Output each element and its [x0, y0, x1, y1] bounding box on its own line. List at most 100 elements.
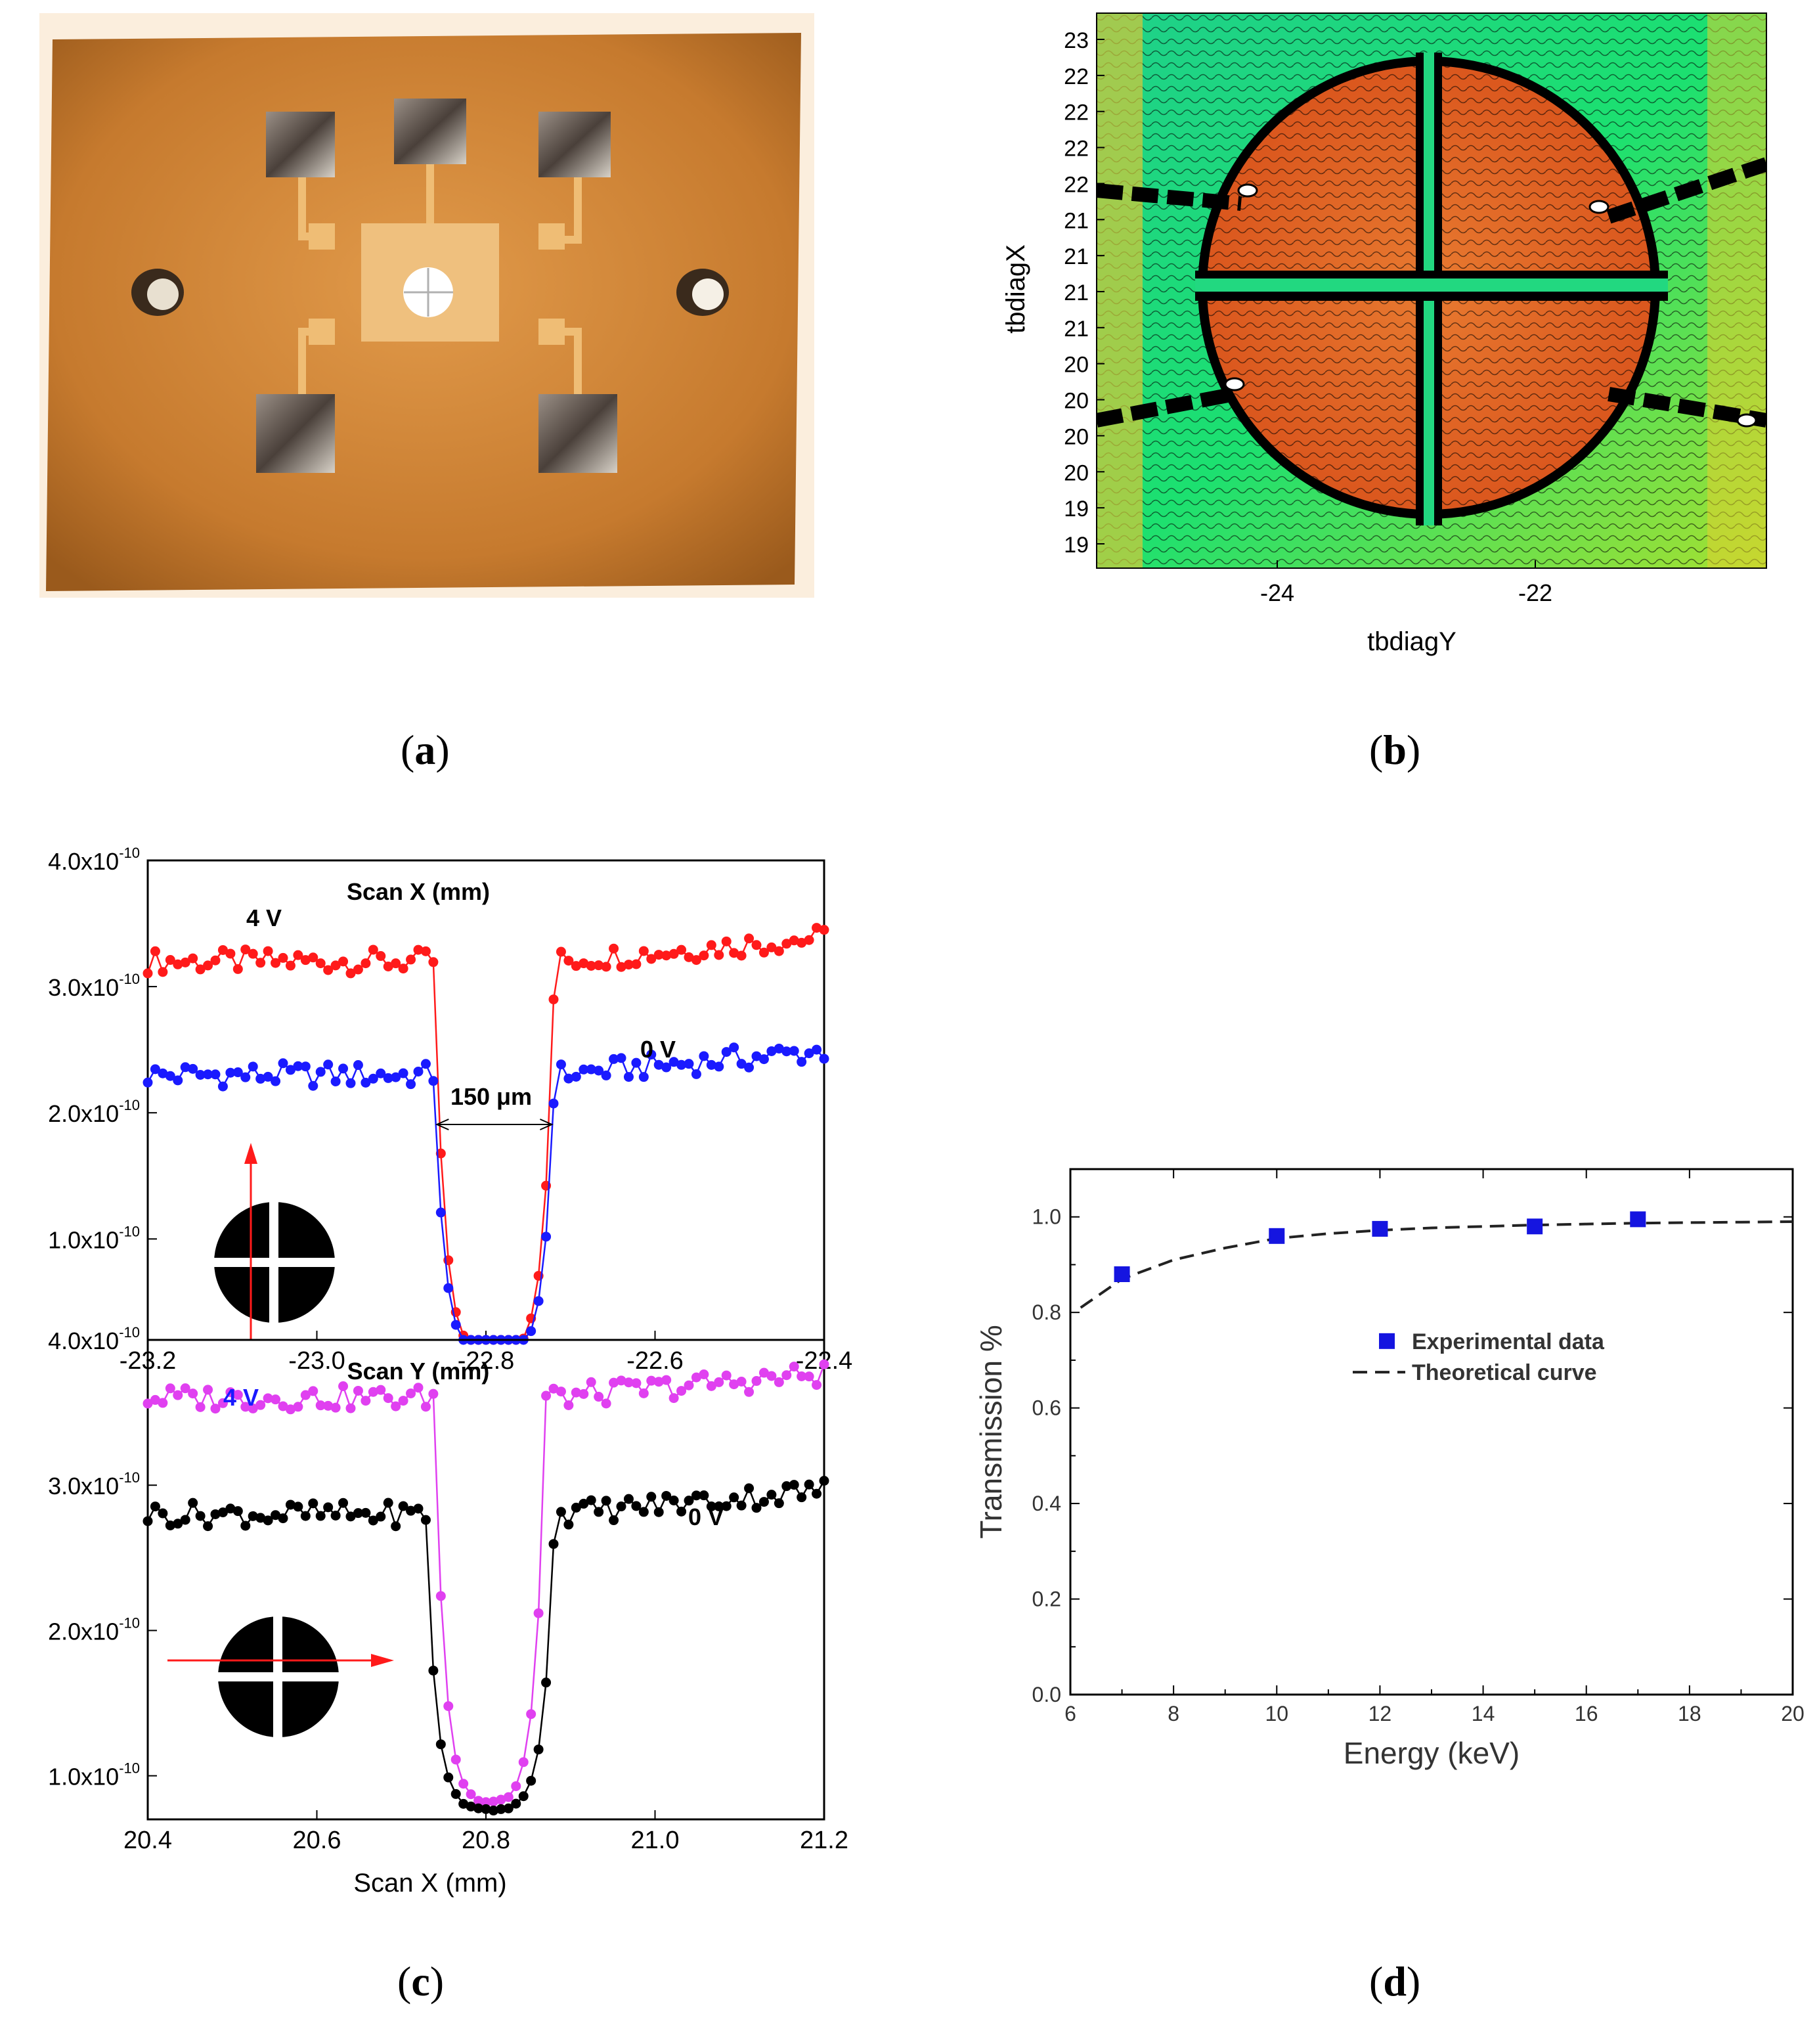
label-gap-width: 150 μm — [450, 1083, 532, 1110]
xtick-label: 6 — [1064, 1702, 1076, 1725]
data-point — [812, 1488, 822, 1499]
data-point — [376, 1385, 386, 1395]
data-point — [232, 1506, 243, 1517]
data-point — [255, 1513, 266, 1523]
solder-pad-1 — [266, 112, 335, 177]
data-point — [729, 1379, 739, 1390]
data-point — [789, 1046, 799, 1056]
experimental-point — [1372, 1220, 1388, 1237]
data-point — [616, 962, 626, 972]
caption-b: (b) — [1369, 726, 1421, 773]
ytick-label: 1.0x10-10 — [48, 1223, 140, 1253]
data-point — [315, 1067, 326, 1077]
data-point — [443, 1283, 454, 1293]
data-point — [616, 1375, 626, 1386]
bond-traces — [1097, 157, 1766, 428]
data-point — [781, 1481, 792, 1492]
data-point — [556, 1059, 566, 1070]
data-point — [248, 1511, 258, 1521]
data-point — [668, 948, 679, 959]
data-point — [473, 1803, 484, 1813]
data-point — [300, 1061, 311, 1072]
data-point — [361, 1396, 371, 1406]
data-point — [420, 1059, 431, 1069]
data-point — [744, 1483, 755, 1494]
data-point — [391, 958, 401, 969]
data-point — [308, 1498, 318, 1509]
data-point — [323, 1502, 334, 1513]
data-point — [323, 1400, 334, 1411]
data-point — [631, 959, 642, 969]
data-point — [533, 1608, 544, 1618]
data-point — [180, 1383, 190, 1394]
data-point — [271, 1510, 281, 1521]
data-point — [631, 1378, 642, 1389]
label-0v: 0 V — [688, 1503, 724, 1530]
data-point — [518, 1757, 529, 1767]
plot-frame — [146, 1339, 825, 1821]
data-point — [158, 1068, 168, 1078]
data-point — [458, 1779, 469, 1789]
data-point — [293, 1501, 303, 1512]
label-4v: 4 V — [223, 1384, 259, 1411]
data-point — [345, 1511, 356, 1522]
xtick-label: 10 — [1265, 1702, 1288, 1725]
data-point — [751, 940, 762, 950]
data-point — [819, 1359, 829, 1369]
b-ytick-label: 22 — [1064, 64, 1089, 89]
data-point — [210, 1404, 221, 1414]
data-point — [526, 1775, 536, 1786]
scan-y-chart: 4.0x10-10 3.0x10-10 2.0x10-10 1.0x10-10 20.4… — [48, 1324, 848, 1898]
data-point — [180, 1062, 190, 1073]
data-point — [240, 1402, 251, 1412]
data-point — [300, 1390, 311, 1400]
data-point — [714, 1501, 724, 1511]
data-point — [496, 1804, 506, 1814]
experimental-point — [1269, 1228, 1285, 1244]
scan-direction-arrow — [167, 1654, 394, 1667]
xtick-label: -23.0 — [288, 1347, 345, 1375]
data-point — [668, 1495, 679, 1505]
data-point — [428, 1665, 439, 1676]
data-point — [330, 960, 341, 971]
data-point — [353, 1385, 363, 1396]
data-point — [721, 1501, 732, 1511]
b-ytick-label: 22 — [1064, 172, 1089, 197]
b-ytick-label: 20 — [1064, 389, 1089, 414]
xtick-label: 14 — [1472, 1702, 1495, 1725]
xtick-label: 20.4 — [123, 1827, 172, 1854]
data-point — [729, 948, 739, 958]
data-point — [714, 1061, 724, 1072]
x-axis-label: Energy (keV) — [1344, 1736, 1520, 1770]
data-point — [376, 951, 386, 962]
data-point — [225, 1387, 236, 1398]
scan-direction-arrow — [244, 1143, 257, 1340]
b-ytick-label: 21 — [1064, 280, 1089, 305]
data-point — [751, 1376, 762, 1387]
data-point — [158, 1508, 168, 1519]
data-point — [736, 950, 747, 961]
legend: Experimental data Theoretical curve — [1353, 1329, 1605, 1385]
xtick-label: 21.2 — [800, 1827, 848, 1854]
data-point — [691, 1069, 701, 1079]
data-point — [368, 1073, 378, 1084]
data-point — [368, 944, 378, 955]
data-point — [736, 1377, 747, 1387]
data-point — [571, 1387, 581, 1398]
data-point — [406, 1505, 416, 1516]
b-ytick-label: 20 — [1064, 424, 1089, 449]
data-point — [631, 1501, 642, 1511]
data-point — [210, 1509, 221, 1519]
gap-arrow — [435, 1119, 554, 1130]
data-point — [774, 946, 784, 956]
data-point — [338, 1381, 349, 1392]
data-point — [579, 1389, 589, 1399]
data-point — [556, 1387, 566, 1397]
data-point — [661, 1062, 672, 1073]
data-point — [684, 1496, 694, 1506]
detector-board-photo — [39, 13, 814, 598]
xtick-label: 16 — [1575, 1702, 1598, 1725]
data-point — [323, 1059, 334, 1070]
data-point — [165, 955, 175, 966]
data-point — [721, 1370, 732, 1381]
